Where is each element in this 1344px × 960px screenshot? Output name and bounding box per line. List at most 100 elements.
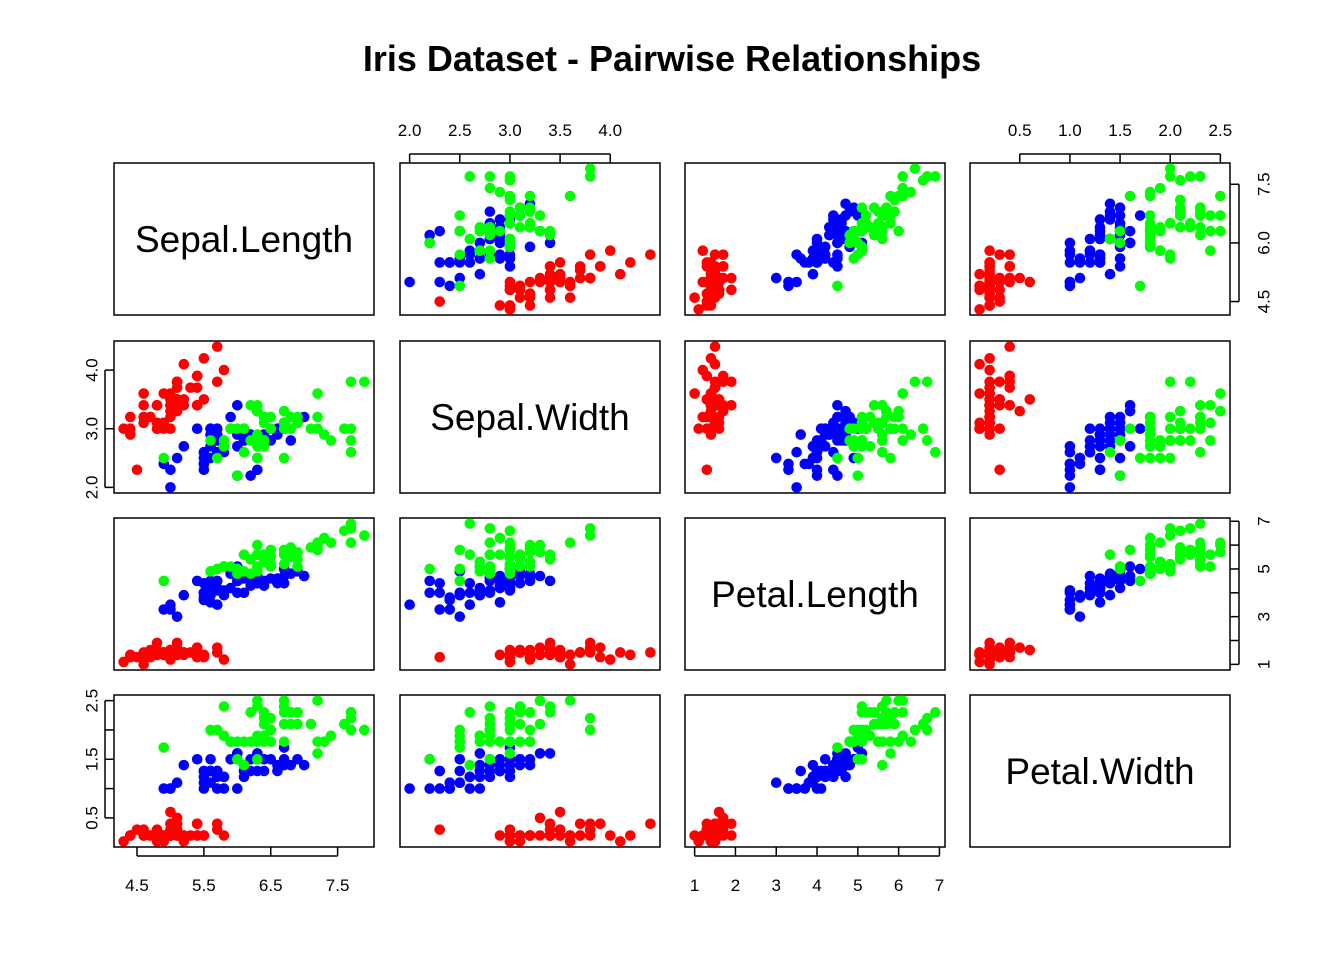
data-point-versicolor	[832, 399, 843, 411]
data-point-virginica	[1205, 210, 1216, 221]
data-point-versicolor	[1084, 233, 1096, 245]
data-point-virginica	[868, 229, 880, 241]
data-point-versicolor	[178, 759, 190, 771]
data-point-virginica	[265, 724, 277, 736]
data-point-virginica	[238, 759, 250, 771]
data-point-virginica	[484, 730, 496, 742]
tick-label-sepal-width: 4.0	[598, 121, 622, 140]
data-point-versicolor	[1064, 482, 1076, 493]
data-point-versicolor	[1084, 257, 1096, 268]
data-point-versicolor	[238, 587, 250, 599]
data-point-versicolor	[272, 577, 283, 589]
data-point-versicolor	[1064, 237, 1076, 249]
data-point-virginica	[474, 245, 486, 257]
data-point-virginica	[1195, 518, 1206, 529]
data-point-setosa	[554, 644, 566, 656]
tick-label-sepal-length: 4.5	[1255, 290, 1274, 314]
data-point-virginica	[278, 718, 290, 730]
data-point-versicolor	[1124, 441, 1136, 452]
data-point-setosa	[984, 364, 995, 376]
data-point-setosa	[994, 649, 1005, 661]
data-point-versicolor	[434, 276, 446, 288]
data-point-setosa	[1004, 249, 1016, 260]
data-point-setosa	[191, 818, 203, 830]
data-point-virginica	[514, 736, 526, 747]
data-point-setosa	[614, 647, 626, 658]
data-point-virginica	[534, 546, 546, 558]
data-point-virginica	[464, 518, 476, 529]
data-point-versicolor	[178, 441, 190, 452]
data-point-setosa	[171, 818, 183, 830]
tick-label-sepal-length: 4.5	[125, 876, 149, 895]
data-point-setosa	[717, 249, 729, 260]
data-point-virginica	[484, 701, 496, 712]
data-point-virginica	[494, 736, 506, 747]
data-point-versicolor	[285, 435, 297, 446]
tick-label-petal-width: 1.5	[1108, 121, 1132, 140]
data-point-virginica	[345, 435, 357, 446]
data-point-virginica	[544, 229, 556, 241]
data-point-virginica	[1114, 561, 1126, 572]
data-point-virginica	[1184, 523, 1196, 534]
data-point-virginica	[1124, 190, 1136, 202]
data-point-virginica	[544, 554, 556, 565]
data-point-virginica	[484, 549, 496, 560]
data-point-versicolor	[836, 423, 847, 435]
data-point-virginica	[897, 423, 909, 435]
data-point-versicolor	[454, 611, 466, 622]
data-point-virginica	[1184, 171, 1196, 182]
data-point-virginica	[1164, 452, 1176, 464]
data-point-virginica	[1205, 561, 1216, 572]
data-point-virginica	[474, 225, 486, 237]
data-point-setosa	[125, 830, 136, 841]
data-point-versicolor	[434, 783, 446, 794]
data-point-versicolor	[434, 604, 446, 615]
data-point-virginica	[897, 182, 909, 194]
tick-label-petal-width: 2.5	[1209, 121, 1233, 140]
data-point-virginica	[1144, 435, 1156, 446]
data-point-setosa	[625, 649, 636, 661]
data-point-setosa	[974, 649, 985, 661]
data-point-versicolor	[1094, 585, 1106, 596]
data-point-versicolor	[1094, 229, 1106, 241]
data-point-virginica	[864, 441, 876, 452]
data-point-virginica	[897, 695, 909, 706]
tick-label-petal-width: 2.5	[83, 689, 102, 713]
data-point-versicolor	[245, 580, 256, 591]
tick-label-petal-length: 2	[731, 876, 740, 895]
data-point-virginica	[1144, 210, 1156, 221]
data-point-versicolor	[464, 771, 476, 783]
data-point-setosa	[584, 644, 596, 656]
data-point-virginica	[484, 225, 496, 237]
data-point-versicolor	[404, 783, 415, 794]
data-point-versicolor	[1064, 257, 1076, 268]
data-point-setosa	[726, 399, 737, 411]
data-point-virginica	[1154, 441, 1166, 452]
data-point-virginica	[504, 561, 516, 572]
data-point-virginica	[514, 561, 526, 572]
data-point-virginica	[1164, 558, 1176, 570]
data-point-virginica	[484, 245, 496, 257]
data-point-setosa	[171, 376, 183, 388]
data-point-virginica	[238, 446, 250, 458]
data-point-virginica	[504, 537, 516, 549]
data-point-versicolor	[1114, 452, 1126, 464]
data-point-versicolor	[474, 268, 486, 280]
data-point-virginica	[345, 446, 357, 458]
data-point-virginica	[312, 695, 323, 706]
data-point-virginica	[158, 742, 170, 753]
data-point-virginica	[905, 186, 917, 198]
data-point-setosa	[1004, 647, 1016, 658]
tick-label-petal-length: 7	[935, 876, 944, 895]
data-point-setosa	[701, 394, 713, 405]
data-point-virginica	[312, 388, 323, 399]
data-point-virginica	[881, 210, 892, 221]
data-point-versicolor	[1094, 249, 1106, 260]
data-point-virginica	[885, 452, 896, 464]
data-point-virginica	[856, 202, 868, 214]
data-point-versicolor	[454, 587, 466, 599]
data-point-setosa	[138, 830, 149, 841]
data-point-virginica	[514, 202, 526, 214]
data-point-virginica	[225, 423, 236, 435]
data-point-setosa	[138, 388, 149, 399]
